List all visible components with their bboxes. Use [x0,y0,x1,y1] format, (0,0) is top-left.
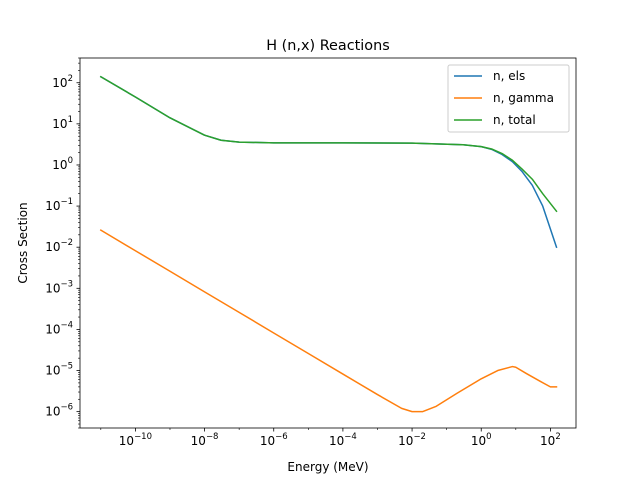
x-tick-label: 10−8 [191,432,219,448]
x-tick-exponent: −8 [206,432,219,442]
y-tick-label: 10−6 [45,403,73,419]
y-tick-exponent: 0 [68,156,73,166]
y-tick-base: 10 [45,405,60,419]
y-tick-label: 100 [52,156,73,172]
x-tick-label: 100 [471,432,492,448]
series-line-2 [99,229,558,413]
legend-label: n, gamma [493,91,554,105]
y-tick-label: 10−4 [45,320,73,336]
y-tick-base: 10 [45,199,60,213]
y-tick-label: 10−2 [45,238,73,254]
plot-frame [79,57,577,429]
legend-box [447,64,570,133]
x-tick-label: 10−10 [119,432,152,448]
y-tick-exponent: 1 [68,115,73,125]
legend: n, els n, gamma n, total [447,64,570,133]
x-axis-label: Energy (MeV) [287,460,368,474]
x-tick-exponent: 2 [555,432,560,442]
x-tick-base: 10 [398,434,413,448]
x-tick-base: 10 [471,434,486,448]
x-tick-base: 10 [191,434,206,448]
series-line-3 [99,75,558,213]
chart-title: H (n,x) Reactions [266,38,389,54]
y-tick-exponent: −3 [60,279,73,289]
y-tick-exponent: −1 [60,197,73,207]
y-tick-exponent: −5 [60,362,73,372]
y-tick-base: 10 [45,322,60,336]
x-tick-base: 10 [260,434,275,448]
y-tick-exponent: −4 [60,320,73,330]
y-tick-base: 10 [45,281,60,295]
y-tick-base: 10 [52,117,67,131]
x-tick-label: 10−2 [398,432,426,448]
y-tick-base: 10 [45,364,60,378]
x-tick-base: 10 [540,434,555,448]
y-tick-base: 10 [52,158,67,172]
x-tick-exponent: −2 [413,432,426,442]
series-group [99,75,558,413]
x-tick-exponent: 0 [486,432,491,442]
x-tick-base: 10 [119,434,134,448]
y-tick-label: 102 [52,74,73,90]
y-tick-label: 10−1 [45,197,73,213]
x-tick-label: 10−6 [260,432,288,448]
y-tick-label: 101 [52,115,73,131]
x-tick-exponent: −4 [344,432,357,442]
x-tick-exponent: −6 [275,432,288,442]
y-tick-label: 10−3 [45,279,73,295]
y-tick-exponent: −2 [60,238,73,248]
legend-label: n, els [493,69,525,83]
y-tick-base: 10 [52,76,67,90]
axes-group: 10−10 10−8 10−6 10−4 10−2 100 10210−610−510−41… [45,57,561,448]
x-tick-label: 10−4 [329,432,357,448]
legend-label: n, total [493,113,536,127]
x-tick-exponent: −10 [134,432,152,442]
y-axis-label: Cross Section [16,202,30,283]
x-tick-label: 102 [540,432,561,448]
y-tick-base: 10 [45,240,60,254]
x-tick-base: 10 [329,434,344,448]
y-tick-label: 10−5 [45,362,73,378]
y-tick-exponent: −6 [60,403,73,413]
y-tick-exponent: 2 [68,74,73,84]
